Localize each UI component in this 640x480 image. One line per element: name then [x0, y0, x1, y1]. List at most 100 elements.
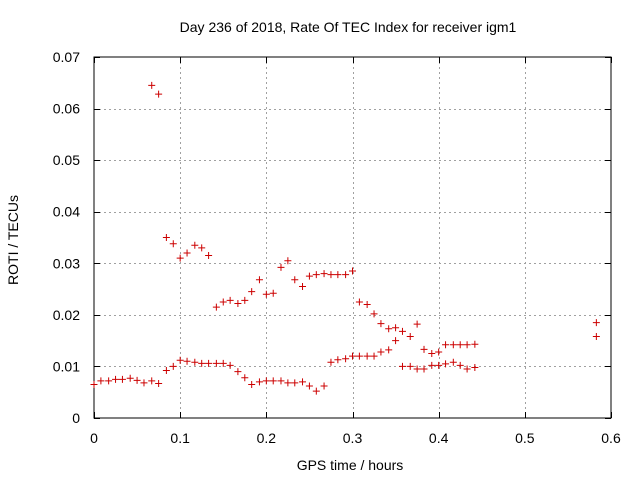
y-tick-label: 0.06 — [53, 101, 80, 117]
data-point-marker — [234, 368, 242, 376]
data-point-marker — [355, 298, 363, 306]
data-point-marker — [291, 379, 299, 387]
data-point-marker — [284, 257, 292, 265]
data-point-marker — [449, 358, 457, 366]
data-point-marker — [241, 374, 249, 382]
y-tick-label: 0.01 — [53, 358, 80, 374]
x-tick-label: 0.4 — [429, 430, 449, 446]
data-points — [90, 81, 600, 395]
data-point-marker — [463, 341, 471, 349]
data-point-marker — [299, 282, 307, 290]
data-point-marker — [471, 340, 479, 348]
data-point-marker — [449, 341, 457, 349]
data-point-marker — [349, 352, 356, 360]
data-point-marker — [305, 272, 313, 280]
y-axis-tick-labels: 0 0.01 0.02 0.03 0.04 0.05 0.06 0.07 — [53, 49, 80, 426]
data-point-marker — [299, 378, 307, 386]
x-tick-label: 0.5 — [515, 430, 535, 446]
data-point-marker — [277, 377, 285, 385]
x-tick-label: 0.1 — [170, 430, 190, 446]
data-point-marker — [198, 244, 206, 252]
data-point-marker — [198, 359, 206, 367]
data-point-marker — [435, 348, 443, 356]
x-tick-label: 0.6 — [601, 430, 621, 446]
data-point-marker — [162, 234, 170, 241]
data-point-marker — [291, 276, 299, 284]
data-point-marker — [162, 367, 170, 375]
data-point-marker — [255, 378, 263, 386]
data-point-marker — [370, 352, 378, 360]
data-point-marker — [385, 346, 393, 354]
data-point-marker — [269, 377, 277, 385]
data-point-marker — [370, 310, 378, 318]
data-point-marker — [463, 365, 471, 373]
data-point-marker — [191, 358, 199, 366]
data-point-marker — [442, 360, 450, 368]
data-point-marker — [191, 241, 199, 249]
data-point-marker — [183, 357, 191, 365]
data-point-marker — [205, 252, 213, 260]
data-point-marker — [413, 320, 421, 328]
data-point-marker — [592, 333, 600, 341]
data-point-marker — [420, 345, 428, 353]
data-point-marker — [363, 352, 371, 360]
data-point-marker — [406, 362, 414, 370]
data-point-marker — [155, 379, 163, 387]
data-point-marker — [262, 290, 270, 298]
data-point-marker — [398, 327, 406, 335]
data-point-marker — [406, 333, 414, 341]
data-point-marker — [592, 319, 600, 327]
data-point-marker — [112, 375, 120, 383]
data-point-marker — [312, 271, 320, 279]
data-point-marker — [305, 382, 313, 390]
data-point-marker — [392, 337, 400, 345]
y-tick-label: 0.05 — [53, 152, 80, 168]
data-point-marker — [320, 382, 328, 390]
y-tick-label: 0.02 — [53, 307, 80, 323]
y-tick-label: 0.04 — [53, 204, 80, 220]
data-point-marker — [126, 374, 134, 382]
data-point-marker — [212, 359, 220, 367]
axis-ticks — [94, 57, 612, 419]
data-point-marker — [155, 90, 163, 98]
data-point-marker — [255, 276, 263, 284]
data-point-marker — [377, 348, 385, 356]
data-point-marker — [269, 289, 277, 297]
data-point-marker — [471, 363, 479, 371]
data-point-marker — [334, 356, 342, 364]
data-point-marker — [428, 361, 436, 369]
data-point-marker — [442, 341, 450, 349]
data-point-marker — [118, 375, 126, 383]
data-point-marker — [284, 379, 292, 387]
data-point-marker — [377, 320, 385, 328]
data-point-marker — [176, 356, 184, 364]
data-point-marker — [420, 365, 428, 373]
data-point-marker — [342, 355, 350, 363]
data-point-marker — [435, 361, 443, 369]
data-point-marker — [226, 296, 234, 304]
y-axis-label: ROTI / TECUs — [5, 195, 21, 285]
data-point-marker — [277, 263, 285, 271]
data-point-marker — [219, 359, 227, 367]
data-point-marker — [456, 361, 464, 369]
data-point-marker — [456, 341, 464, 349]
data-point-marker — [234, 300, 242, 308]
y-tick-label: 0.03 — [53, 255, 80, 271]
data-point-marker — [176, 254, 184, 262]
data-point-marker — [262, 377, 270, 385]
data-point-marker — [169, 240, 177, 248]
data-point-marker — [320, 270, 328, 278]
data-point-marker — [241, 296, 249, 304]
x-tick-label: 0.3 — [343, 430, 363, 446]
data-point-marker — [327, 358, 335, 366]
data-point-marker — [133, 376, 141, 384]
x-tick-label: 0.2 — [257, 430, 277, 446]
x-axis-tick-labels: 0 0.1 0.2 0.3 0.4 0.5 0.6 — [90, 430, 621, 446]
data-point-marker — [148, 377, 156, 385]
data-point-marker — [392, 324, 400, 332]
data-point-marker — [205, 359, 213, 367]
data-point-marker — [248, 380, 256, 388]
data-point-marker — [327, 271, 335, 279]
data-point-marker — [385, 325, 393, 333]
